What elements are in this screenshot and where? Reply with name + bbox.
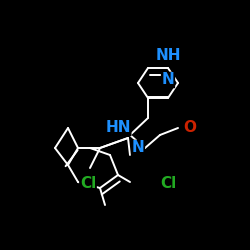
Text: NH: NH [155, 48, 181, 62]
Text: Cl: Cl [160, 176, 176, 190]
Text: O: O [184, 120, 196, 136]
Text: N: N [132, 140, 144, 156]
Text: HN: HN [105, 120, 131, 136]
Text: N: N [162, 72, 174, 88]
Text: Cl: Cl [80, 176, 96, 190]
